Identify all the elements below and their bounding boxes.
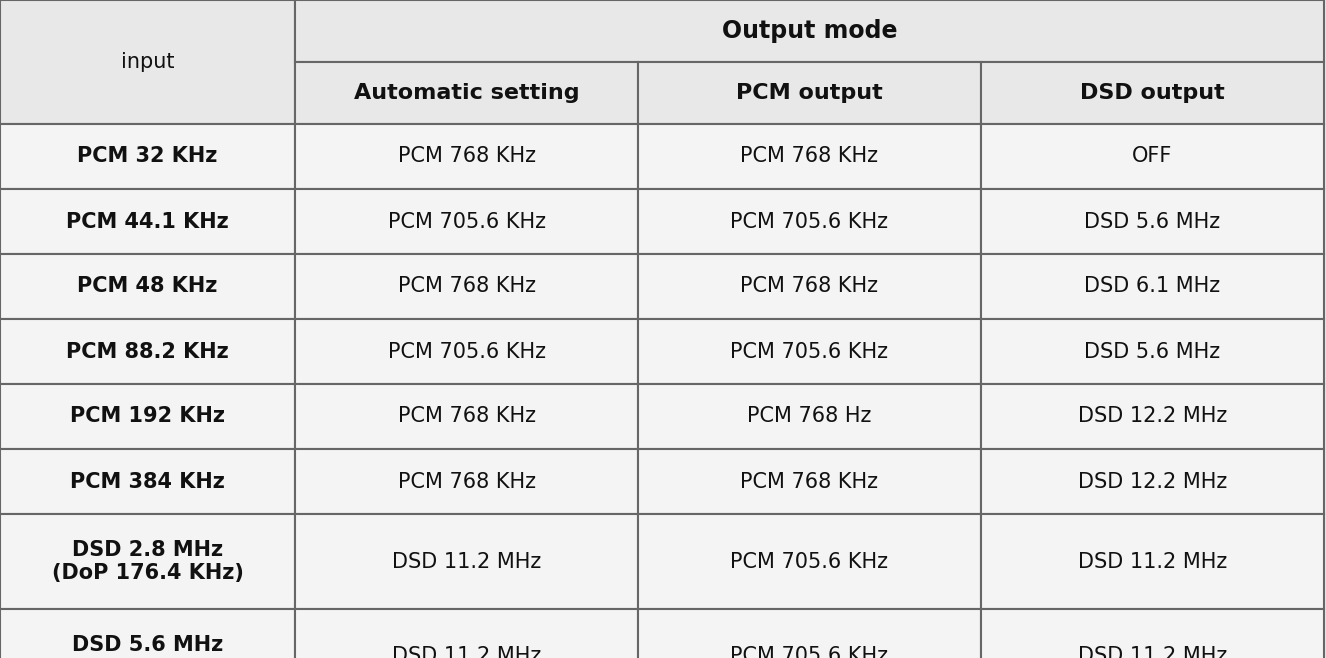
Bar <box>294 514 638 609</box>
Bar <box>981 609 1323 658</box>
Bar <box>638 189 981 254</box>
Bar <box>0 384 294 449</box>
Bar <box>638 124 981 189</box>
Text: PCM 768 Hz: PCM 768 Hz <box>748 407 871 426</box>
Bar <box>981 62 1323 124</box>
Bar <box>981 319 1323 384</box>
Text: PCM 768 KHz: PCM 768 KHz <box>398 276 536 297</box>
Bar <box>294 449 638 514</box>
Text: Automatic setting: Automatic setting <box>354 83 579 103</box>
Text: Output mode: Output mode <box>721 19 898 43</box>
Bar <box>0 189 294 254</box>
Bar <box>638 384 981 449</box>
Text: PCM 768 KHz: PCM 768 KHz <box>398 147 536 166</box>
Text: PCM 705.6 KHz: PCM 705.6 KHz <box>731 551 888 572</box>
Text: DSD 5.6 MHz: DSD 5.6 MHz <box>1085 342 1220 361</box>
Text: PCM 705.6 KHz: PCM 705.6 KHz <box>731 647 888 658</box>
Bar <box>294 0 1323 62</box>
Text: PCM 768 KHz: PCM 768 KHz <box>398 472 536 492</box>
Text: DSD 2.8 MHz
(DoP 176.4 KHz): DSD 2.8 MHz (DoP 176.4 KHz) <box>52 540 244 583</box>
Text: PCM 768 KHz: PCM 768 KHz <box>398 407 536 426</box>
Bar <box>638 449 981 514</box>
Text: PCM 768 KHz: PCM 768 KHz <box>740 472 879 492</box>
Text: DSD output: DSD output <box>1081 83 1225 103</box>
Bar <box>294 319 638 384</box>
Text: PCM 44.1 KHz: PCM 44.1 KHz <box>66 211 229 232</box>
Bar <box>981 514 1323 609</box>
Bar <box>981 449 1323 514</box>
Text: PCM 88.2 KHz: PCM 88.2 KHz <box>66 342 229 361</box>
Text: DSD 6.1 MHz: DSD 6.1 MHz <box>1085 276 1220 297</box>
Bar <box>0 514 294 609</box>
Text: DSD 5.6 MHz
(DoP 352.8 KHz): DSD 5.6 MHz (DoP 352.8 KHz) <box>52 635 244 658</box>
Bar <box>981 124 1323 189</box>
Text: PCM output: PCM output <box>736 83 883 103</box>
Text: PCM 705.6 KHz: PCM 705.6 KHz <box>387 211 545 232</box>
Bar <box>294 254 638 319</box>
Bar <box>0 609 294 658</box>
Text: PCM 705.6 KHz: PCM 705.6 KHz <box>387 342 545 361</box>
Text: DSD 12.2 MHz: DSD 12.2 MHz <box>1078 407 1227 426</box>
Text: OFF: OFF <box>1132 147 1172 166</box>
Bar <box>638 319 981 384</box>
Bar <box>638 254 981 319</box>
Text: PCM 192 KHz: PCM 192 KHz <box>70 407 225 426</box>
Text: DSD 11.2 MHz: DSD 11.2 MHz <box>392 551 541 572</box>
Text: DSD 11.2 MHz: DSD 11.2 MHz <box>392 647 541 658</box>
Text: DSD 5.6 MHz: DSD 5.6 MHz <box>1085 211 1220 232</box>
Text: DSD 11.2 MHz: DSD 11.2 MHz <box>1078 551 1227 572</box>
Text: PCM 705.6 KHz: PCM 705.6 KHz <box>731 211 888 232</box>
Text: PCM 768 KHz: PCM 768 KHz <box>740 147 879 166</box>
Bar <box>294 609 638 658</box>
Bar <box>981 189 1323 254</box>
Bar <box>294 384 638 449</box>
Bar <box>981 384 1323 449</box>
Text: PCM 768 KHz: PCM 768 KHz <box>740 276 879 297</box>
Bar <box>0 319 294 384</box>
Bar <box>981 254 1323 319</box>
Bar <box>638 62 981 124</box>
Text: PCM 32 KHz: PCM 32 KHz <box>77 147 217 166</box>
Text: PCM 705.6 KHz: PCM 705.6 KHz <box>731 342 888 361</box>
Text: PCM 384 KHz: PCM 384 KHz <box>70 472 225 492</box>
Bar <box>294 62 638 124</box>
Bar <box>638 514 981 609</box>
Bar <box>0 449 294 514</box>
Text: DSD 11.2 MHz: DSD 11.2 MHz <box>1078 647 1227 658</box>
Text: input: input <box>121 52 174 72</box>
Text: DSD 12.2 MHz: DSD 12.2 MHz <box>1078 472 1227 492</box>
Bar <box>0 254 294 319</box>
Text: PCM 48 KHz: PCM 48 KHz <box>77 276 217 297</box>
Bar <box>0 124 294 189</box>
Bar <box>638 609 981 658</box>
Bar <box>294 189 638 254</box>
Bar <box>294 124 638 189</box>
Bar <box>0 0 294 124</box>
